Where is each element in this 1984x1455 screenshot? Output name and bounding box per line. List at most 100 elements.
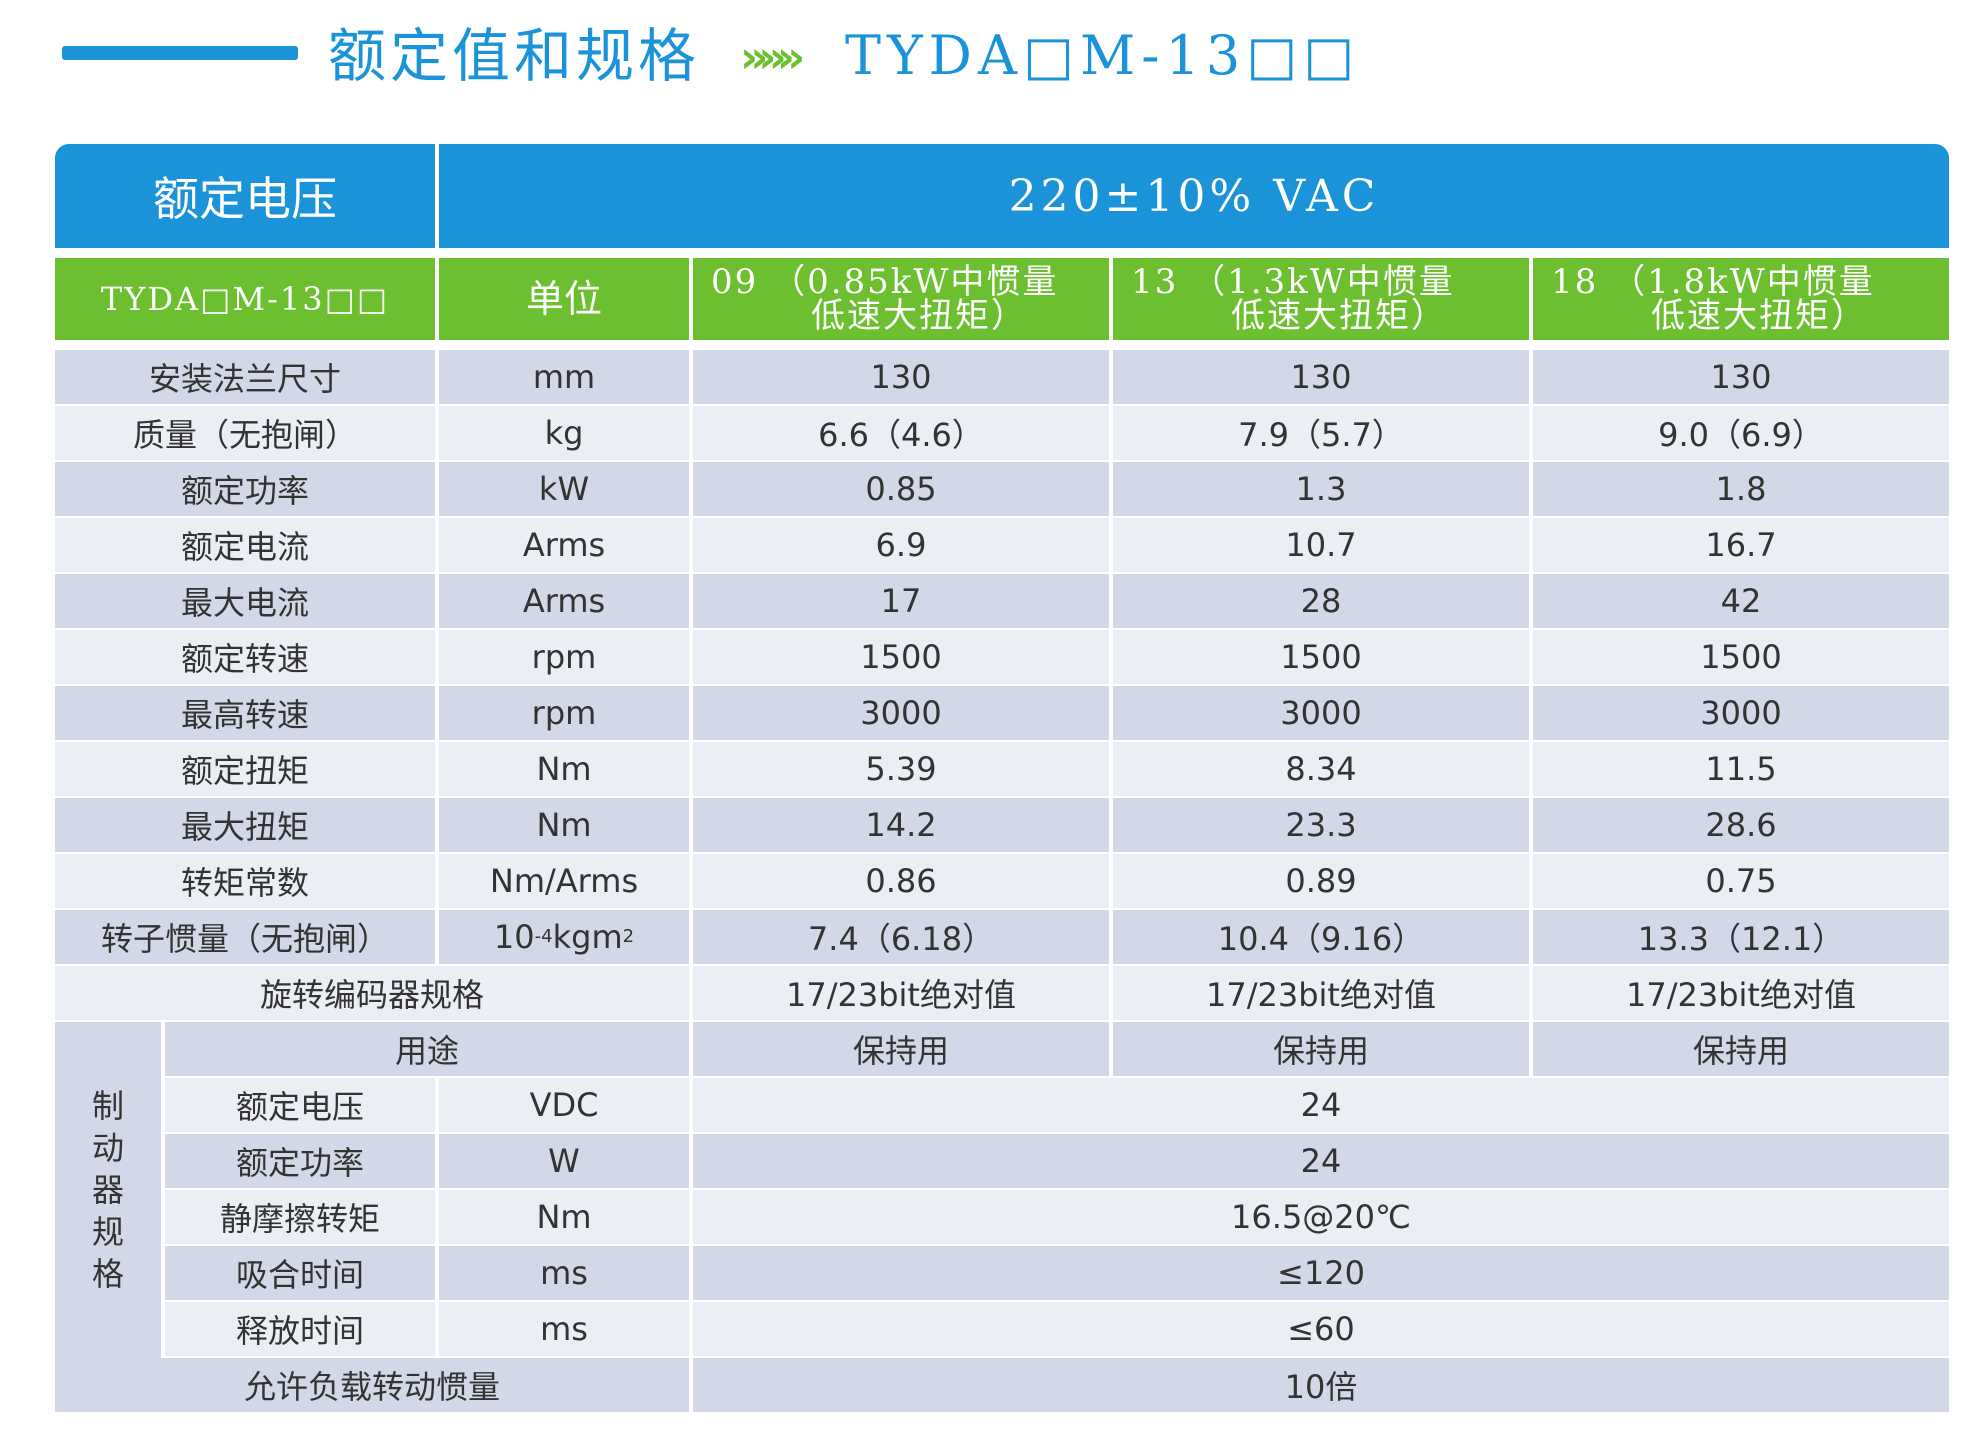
row-label: 最高转速 [180, 696, 309, 734]
row-value: 130 [1290, 358, 1352, 396]
table-row: 安装法兰尺寸 mm 130 130 130 [55, 350, 1949, 404]
row-label: 静摩擦转矩 [219, 1200, 380, 1238]
table-row: 额定扭矩 Nm 5.39 8.34 11.5 [55, 742, 1949, 796]
row-value: 10倍 [1284, 1368, 1358, 1406]
row-value: 28.6 [1705, 806, 1777, 844]
row-label: 额定电压 [235, 1088, 364, 1126]
row-label: 额定功率 [180, 472, 309, 510]
row-label: 最大电流 [180, 584, 309, 622]
row-unit: kg [544, 414, 584, 452]
voltage-label: 额定电压 [153, 172, 337, 226]
row-value: 0.86 [865, 862, 937, 900]
table-row: 最大扭矩 Nm 14.2 23.3 28.6 [55, 798, 1949, 852]
row-label: 额定电流 [180, 528, 309, 566]
row-unit: rpm [531, 638, 597, 676]
row-unit: Nm [536, 750, 592, 788]
row-value: 6.6（4.6） [818, 416, 984, 454]
brake-usage-row: 用途 保持用 保持用 保持用 [165, 1022, 1949, 1076]
row-value: 0.89 [1285, 862, 1357, 900]
row-unit: kW [538, 470, 590, 508]
row-value: 保持用 [852, 1032, 949, 1070]
row-value: 7.4（6.18） [807, 920, 995, 958]
table-row: 额定功率 W 24 [165, 1134, 1949, 1188]
row-unit: Arms [522, 526, 606, 564]
voltage-row: 额定电压 220±10% VAC [55, 144, 1949, 248]
title-model: TYDA□M-13□□ [845, 24, 1361, 87]
row-label: 质量（无抱闸） [132, 416, 357, 454]
row-value: 9.0（6.9） [1658, 416, 1824, 454]
row-value: 3000 [860, 694, 942, 732]
row-label: 转矩常数 [180, 864, 309, 902]
table-row: 额定功率 kW 0.85 1.3 1.8 [55, 462, 1949, 516]
row-value: 保持用 [1692, 1032, 1789, 1070]
table-row: 质量（无抱闸） kg 6.6（4.6） 7.9（5.7） 9.0（6.9） [55, 406, 1949, 460]
voltage-value: 220±10% VAC [1008, 170, 1380, 222]
row-value: 1.8 [1715, 470, 1767, 508]
row-value: 6.9 [875, 526, 927, 564]
table-row: 额定电流 Arms 6.9 10.7 16.7 [55, 518, 1949, 572]
row-label: 转子惯量（无抱闸） [100, 920, 389, 958]
row-unit: VDC [529, 1086, 599, 1124]
row-value: 24 [1300, 1142, 1342, 1180]
row-value: 16.7 [1705, 526, 1777, 564]
row-value: 1.3 [1295, 470, 1347, 508]
page-header: 额定值和规格 »»» TYDA□M-13□□ [0, 0, 1984, 130]
row-value: 14.2 [865, 806, 937, 844]
row-value: 3000 [1700, 694, 1782, 732]
column-header-09-line2: 低速大扭矩） [811, 296, 1027, 336]
table-row: 转子惯量（无抱闸） 10 -4 kgm 2 7.4（6.18） 10.4（9.16） … [55, 910, 1949, 964]
row-value: 10.4（9.16） [1217, 920, 1425, 958]
row-value: 130 [1710, 358, 1772, 396]
row-value: 8.34 [1285, 750, 1357, 788]
row-value: 11.5 [1705, 750, 1777, 788]
row-label: 额定功率 [235, 1144, 364, 1182]
encoder-label: 旋转编码器规格 [259, 976, 484, 1014]
model-header: TYDA□M-13□□ [100, 280, 390, 318]
row-value: 17/23bit绝对值 [1206, 976, 1436, 1014]
row-value: ≤60 [1287, 1310, 1355, 1348]
row-label: 额定扭矩 [180, 752, 309, 790]
table-row: 最大电流 Arms 17 28 42 [55, 574, 1949, 628]
row-unit: ms [540, 1254, 588, 1292]
column-header-09: 09 （0.85kW中惯量 低速大扭矩） [693, 258, 1109, 340]
row-value: 17/23bit绝对值 [1626, 976, 1856, 1014]
table-row: 吸合时间 ms ≤120 [165, 1246, 1949, 1300]
table-row: 释放时间 ms ≤60 [165, 1302, 1949, 1356]
row-value: 17/23bit绝对值 [786, 976, 1016, 1014]
column-header-13-line1: 13 （1.3kW中惯量 [1131, 262, 1455, 302]
chevron-right-icon: »»» [740, 32, 805, 83]
row-value: 13.3（12.1） [1637, 920, 1845, 958]
row-unit: ms [540, 1310, 588, 1348]
row-value: 1500 [1700, 638, 1782, 676]
row-unit: rpm [531, 694, 597, 732]
column-header-09-line1: 09 （0.85kW中惯量 [711, 262, 1059, 302]
row-label: 允许负载转动惯量 [243, 1368, 500, 1406]
row-label: 额定转速 [180, 640, 309, 678]
unit-rest: kgm [552, 918, 623, 956]
table-row: 转矩常数 Nm/Arms 0.86 0.89 0.75 [55, 854, 1949, 908]
row-value: 保持用 [1272, 1032, 1369, 1070]
row-label: 吸合时间 [235, 1256, 364, 1294]
table-row: 最高转速 rpm 3000 3000 3000 [55, 686, 1949, 740]
page-title: 额定值和规格 [328, 22, 701, 90]
column-header-18-line2: 低速大扭矩） [1651, 296, 1867, 336]
row-value: 5.39 [865, 750, 937, 788]
title-accent-bar [62, 46, 298, 60]
unit-base: 10 [493, 918, 535, 956]
row-value: 16.5@20℃ [1231, 1198, 1411, 1236]
row-value: 17 [880, 582, 922, 620]
row-unit: W [548, 1142, 580, 1180]
column-header-13: 13 （1.3kW中惯量 低速大扭矩） [1113, 258, 1529, 340]
column-header-row: TYDA□M-13□□ 单位 09 （0.85kW中惯量 低速大扭矩） 13 （1… [55, 258, 1949, 340]
row-value: 23.3 [1285, 806, 1357, 844]
table-row: 静摩擦转矩 Nm 16.5@20℃ [165, 1190, 1949, 1244]
table-row: 额定转速 rpm 1500 1500 1500 [55, 630, 1949, 684]
row-unit: mm [532, 358, 596, 396]
row-label: 安装法兰尺寸 [148, 360, 341, 398]
column-header-18-line1: 18 （1.8kW中惯量 [1551, 262, 1875, 302]
row-label: 用途 [394, 1032, 459, 1070]
row-value: 28 [1300, 582, 1342, 620]
row-value: 42 [1720, 582, 1762, 620]
column-header-18: 18 （1.8kW中惯量 低速大扭矩） [1533, 258, 1949, 340]
row-value: 0.85 [865, 470, 937, 508]
